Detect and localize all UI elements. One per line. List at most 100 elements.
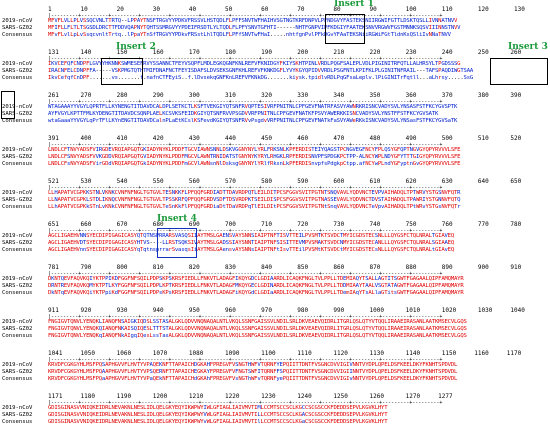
tick-ruler: |---------+---------+---------+---------… (48, 271, 443, 277)
tick-ruler: |---------+---------+---------+---------… (48, 228, 443, 234)
seq-consensus-residues: FNGIGVTQNVLYENQKqIANQFNkAIgqIQesLssTasAL… (48, 333, 467, 339)
seq-consensus-label: Consensus (2, 75, 33, 81)
position-scale: 1 10 20 30 40 50 60 70 80 90 100 110 120… (48, 6, 525, 13)
seq-consensus-label: Consensus (2, 419, 33, 425)
seq-sars-gz02-residues: IRACNFELCDNPFFA-----VSKPMGTQTHTMIFDNAFNC… (48, 68, 474, 74)
alignment-block: 1171 1180 1190 1200 1210 1220 1230 1240 … (0, 393, 550, 425)
seq-2019-ncov-label: 2019-nCoV (2, 61, 33, 67)
alignment-block: 131 140 150 160 170 180 190 200 210 220 … (0, 49, 550, 81)
insert-3-title: Insert 3 (508, 42, 548, 52)
insert-2-title: Insert 2 (116, 42, 156, 52)
seq-consensus-row: Consensus AGCLIGAEHVnnSYECDIPIGAGICASYqTq… (0, 247, 550, 254)
seq-2019-ncov-row: 2019-nCoV DKNTQEVFAQVKQIYKTPPIKDFGGFNFSQI… (0, 276, 550, 283)
seq-consensus-row: Consensus IkvCefqfCnDPF.......vs.......f.… (0, 75, 550, 82)
seq-sars-gz02-residues: FNGIGVTQNVLYENQKQIANQFNKAISQIQESLTTTSTAL… (48, 326, 467, 332)
seq-consensus-residues: IkvCefqfCnDPF.......vs.......f.nafnCTFEy… (48, 75, 474, 81)
tick-ruler: |---------+---------+---------+---------… (48, 99, 443, 105)
position-scale: 781 790 800 810 820 830 840 850 860 870 … (48, 264, 522, 271)
seq-consensus-residues: DkNTqEVFAQVKQiYKTPpiKdFGGFNFSQILPDPsKPsK… (48, 290, 464, 296)
seq-consensus-row: Consensus GDISGINASVVNIQKEIDRLNEVAKNLNESL… (0, 419, 550, 426)
seq-2019-ncov-row: 2019-nCoV FNGIGVTQNVLYENQKLIANQFNSAIGKIQD… (0, 319, 550, 326)
seq-sars-gz02-residues: GDISGINASVVNIQKEIDRLNEVAKNLNESLIDLQELGKY… (48, 412, 388, 418)
seq-2019-ncov-residues: LLHAPATVCGPKKSTNLVKNKCVNFNFNGLTGTGVLTESN… (48, 190, 461, 196)
seq-2019-ncov-label: 2019-nCoV (2, 276, 33, 282)
seq-consensus-row: Consensus LNDLCFsNVYADSFVirGDdVRQIAPGQTGk… (0, 161, 550, 168)
seq-consensus-residues: MFvFLvlLpLvSsqcvnltTrtq..lPpaYTnSfTRGVYY… (48, 32, 451, 38)
seq-2019-ncov-label: 2019-nCoV (2, 147, 33, 153)
seq-2019-ncov-label: 2019-nCoV (2, 104, 33, 110)
tick-ruler: |---------+---------+---------+---------… (48, 185, 443, 191)
seq-consensus-residues: wtaGaaaYYVGYLqPrTFlLKYnENGTITDAVDCalnPLa… (48, 118, 458, 124)
insert-3-box-continued (1, 91, 15, 119)
position-scale: 1171 1180 1190 1200 1210 1220 1230 1240 … (48, 393, 453, 400)
seq-consensus-row: Consensus wtaGaaaYYVGYLqPrTFlLKYnENGTITDA… (0, 118, 550, 125)
insert-4-title: Insert 4 (157, 214, 197, 224)
alignment-block: 1 10 20 30 40 50 60 70 80 90 100 110 120… (0, 6, 550, 38)
seq-sars-gz02-row: SARS-GZ02 DRNTREVFAQVKQMYKTPTLKYFGGFNFSQI… (0, 283, 550, 290)
seq-consensus-label: Consensus (2, 247, 33, 253)
seq-sars-gz02-label: SARS-GZ02 (2, 25, 33, 31)
seq-sars-gz02-label: SARS-GZ02 (2, 154, 33, 160)
seq-sars-gz02-row: SARS-GZ02 FNGIGVTQNVLYENQKQIANQFNKAISQIQE… (0, 326, 550, 333)
tick-ruler: |---------+---------+---------+---------… (48, 314, 443, 320)
seq-sars-gz02-row: SARS-GZ02 AGCLIGAEHVDTSYECDIPIGAGICASYHTV… (0, 240, 550, 247)
seq-sars-gz02-row: SARS-GZ02 GDISGINASVVNIQKEIDRLNEVAKNLNESL… (0, 412, 550, 419)
seq-consensus-residues: KRVDFCGKGYHLMSFPQaAPHGVVFLHVTYVPaQEkNFTT… (48, 376, 458, 382)
insert-3-box (490, 58, 548, 85)
seq-consensus-residues: LNDLCFsNVYADSFVirGDdVRQIAPGQTGkIADYNYKLP… (48, 161, 461, 167)
seq-2019-ncov-row: 2019-nCoV KRVDFCGKGYHLMSFPQSAPHGVVFLHVTYV… (0, 362, 550, 369)
alignment-block: 391 400 410 420 430 440 450 460 470 480 … (0, 135, 550, 167)
seq-consensus-row: Consensus KRVDFCGKGYHLMSFPQaAPHGVVFLHVTYV… (0, 376, 550, 383)
seq-sars-gz02-residues: LNDLCFSNVYADSFVVKGDDVRQIAPGQTGVIADYNYKLP… (48, 154, 461, 160)
seq-sars-gz02-residues: AYFVGYLKPTTFMLKYDENGTITDAVDCSQNPLAELKCSV… (48, 111, 439, 117)
seq-consensus-residues: AGCLIGAEHVnnSYECDIPIGAGICASYqTqtnsprrarS… (48, 247, 454, 253)
seq-sars-gz02-residues: DRNTREVFAQVKQMYKTPTLKYFGGFNFSQILPDPLKPTK… (48, 283, 464, 289)
position-scale: 521 530 540 550 560 570 580 590 600 610 … (48, 178, 522, 185)
alignment-block: 261 270 280 290 300 310 320 330 340 350 … (0, 92, 550, 124)
seq-2019-ncov-label: 2019-nCoV (2, 319, 33, 325)
position-scale: 1041 1050 1060 1070 1080 1090 1100 1110 … (48, 350, 522, 357)
insert-1-title: Insert 1 (334, 0, 374, 9)
seq-sars-gz02-residues: KRVDFCGKGYHLMSFPQAAPHGVVFLHVTYVPSQERNFTT… (48, 369, 458, 375)
seq-sars-gz02-label: SARS-GZ02 (2, 326, 33, 332)
seq-consensus-residues: GDISGINASVVNIQKEIDRLNEVAKNLNESLIDLQELGKY… (48, 419, 388, 425)
seq-sars-gz02-row: SARS-GZ02 LLNAPATVCGPKLSTDLIKNQCVNFNFNGLT… (0, 197, 550, 204)
seq-2019-ncov-residues: GDISGINASVVNIQKEIDRLNEVAKNLNESLIDLQELGKY… (48, 405, 388, 411)
seq-consensus-label: Consensus (2, 290, 33, 296)
tick-ruler: |---------+---------+---------+---------… (48, 357, 443, 363)
position-scale: 911 920 930 940 950 960 970 980 990 1000… (48, 307, 525, 314)
alignment-block: 521 530 540 550 560 570 580 590 600 610 … (0, 178, 550, 210)
seq-sars-gz02-row: SARS-GZ02 IRACNFELCDNPFFA-----VSKPMGTQTHT… (0, 68, 550, 75)
position-scale: 391 400 410 420 430 440 450 460 470 480 … (48, 135, 522, 142)
tick-ruler: |---------+---------+---------+---------… (48, 142, 443, 148)
seq-2019-ncov-residues: FNGIGVTQNVLYENQKLIANQFNSAIGKIQDSLSSTASAL… (48, 319, 467, 325)
alignment-block: 911 920 930 940 950 960 970 980 990 1000… (0, 307, 550, 339)
position-scale: 261 270 280 290 300 310 320 330 340 350 … (48, 92, 522, 99)
position-scale: 651 660 670 680 690 700 710 720 730 740 … (48, 221, 522, 228)
seq-consensus-label: Consensus (2, 32, 33, 38)
seq-2019-ncov-label: 2019-nCoV (2, 190, 33, 196)
seq-2019-ncov-row: 2019-nCoV GDISGINASVVNIQKEIDRLNEVAKNLNESL… (0, 405, 550, 412)
seq-2019-ncov-label: 2019-nCoV (2, 362, 33, 368)
seq-2019-ncov-row: 2019-nCoV LLHAPATVCGPKKSTNLVKNKCVNFNFNGLT… (0, 190, 550, 197)
seq-sars-gz02-label: SARS-GZ02 (2, 240, 33, 246)
alignment-block: 651 660 670 680 690 700 710 720 730 740 … (0, 221, 550, 253)
seq-2019-ncov-residues: KRVDFCGKGYHLMSFPQSAPHGVVFLHVTYVPAQEKNFTT… (48, 362, 458, 368)
seq-consensus-label: Consensus (2, 333, 33, 339)
seq-consensus-residues: LLhAPATVCGPKkSTnLvKNkCVNFNFNGLTGTGVLTeSn… (48, 204, 461, 210)
seq-sars-gz02-residues: AGCLIGAEHVDTSYECDIPIGAGICASYHTVS----LLRS… (48, 240, 454, 246)
tick-ruler: |---------+---------+---------+---------… (48, 400, 443, 406)
seq-consensus-row: Consensus DkNTqEVFAQVKQiYKTPpiKdFGGFNFSQI… (0, 290, 550, 297)
seq-sars-gz02-residues: MFIFLLFLTLTSGSDLDRCTTFDDVQAPNYTQHTSSMRGV… (48, 25, 461, 31)
seq-2019-ncov-label: 2019-nCoV (2, 405, 33, 411)
seq-sars-gz02-label: SARS-GZ02 (2, 412, 33, 418)
seq-sars-gz02-label: SARS-GZ02 (2, 283, 33, 289)
seq-2019-ncov-residues: AGCLIGAEHVNNSYECDIPIGAGICASYQTQTNSPRRARS… (48, 233, 454, 239)
seq-2019-ncov-residues: WTAGAAAYYVGYLQPRTFLLKYNENGTITDAVDCALDPLS… (48, 104, 458, 110)
tick-ruler: |---------+---------+---------+---------… (48, 56, 443, 62)
insert-2-box (101, 58, 143, 85)
seq-2019-ncov-row: 2019-nCoV LNDLCFTNVYADSFVIRGDEVRQIAPGQTGK… (0, 147, 550, 154)
alignment-block: 781 790 800 810 820 830 840 850 860 870 … (0, 264, 550, 296)
seq-sars-gz02-label: SARS-GZ02 (2, 68, 33, 74)
seq-2019-ncov-residues: MFVFLVLLPLVSSQCVNLTTRTQ--LPPAYTNSFTRGVYY… (48, 18, 458, 24)
